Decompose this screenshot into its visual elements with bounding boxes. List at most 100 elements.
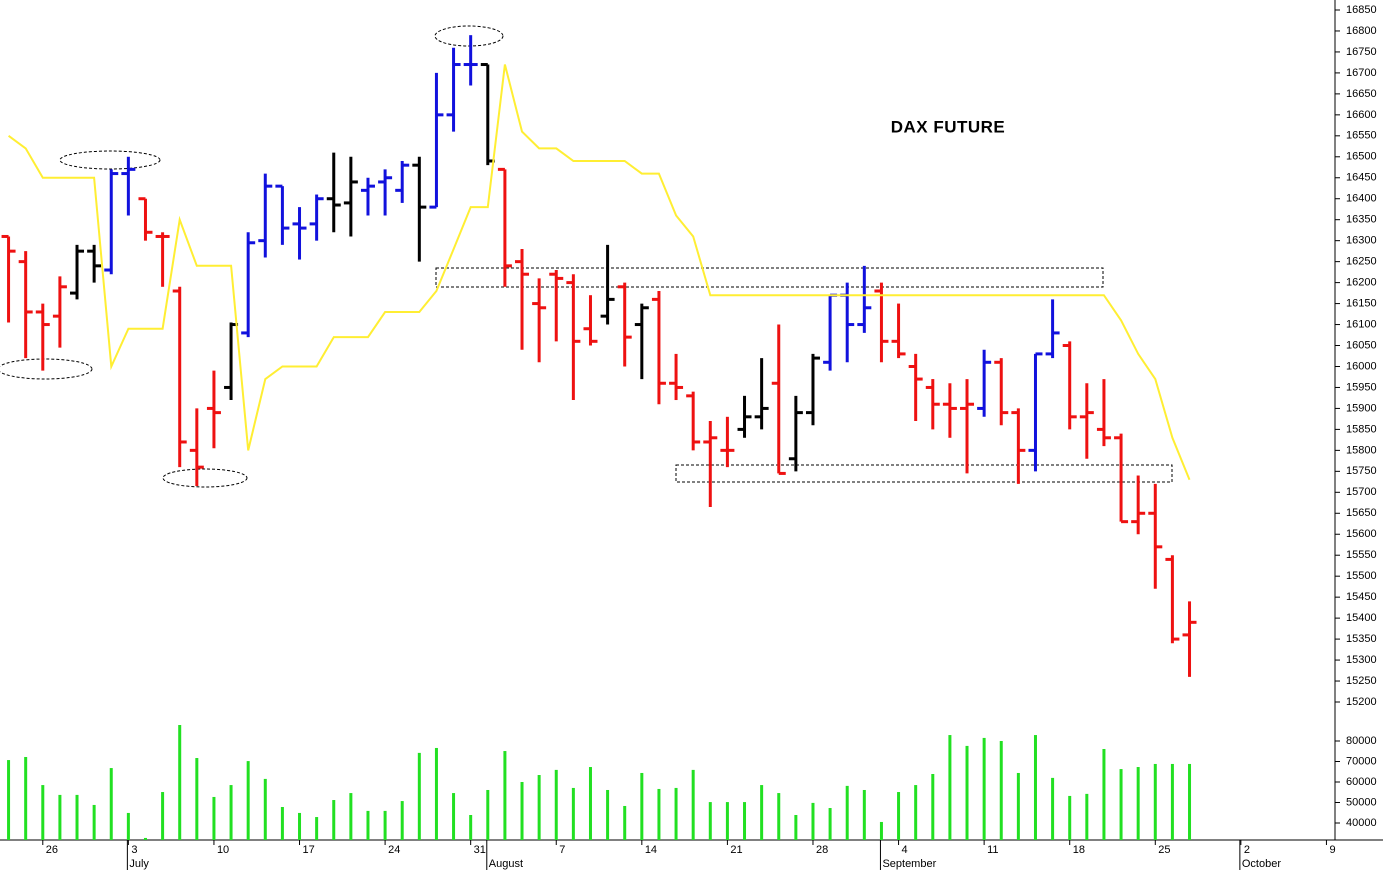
y-tick-label: 15400 xyxy=(1346,612,1377,624)
volume-bar xyxy=(828,808,832,840)
volume-bar xyxy=(263,778,267,840)
volume-bar xyxy=(520,781,524,840)
x-tick-label: 11 xyxy=(987,844,998,856)
y-tick-label: 16450 xyxy=(1346,172,1377,184)
chart-title: DAX FUTURE xyxy=(891,117,1006,136)
volume-bar xyxy=(383,810,387,840)
y-tick-label: 70000 xyxy=(1346,755,1377,767)
y-tick-label: 15850 xyxy=(1346,423,1377,435)
x-tick-label: 2 xyxy=(1244,844,1250,856)
volume-bar xyxy=(41,785,45,840)
volume-bar xyxy=(657,788,661,840)
volume-bar xyxy=(1153,763,1157,840)
y-tick-label: 16250 xyxy=(1346,256,1377,268)
volume-bar xyxy=(897,792,901,840)
y-tick-label: 16850 xyxy=(1346,4,1377,16)
volume-bar xyxy=(982,737,986,840)
volume-bar xyxy=(708,802,712,840)
volume-bar xyxy=(349,793,353,840)
y-tick-label: 15700 xyxy=(1346,486,1377,498)
volume-bar xyxy=(1033,735,1037,840)
volume-bar xyxy=(195,758,199,840)
volume-bar xyxy=(691,769,695,840)
y-tick-label: 15750 xyxy=(1346,465,1377,477)
volume-bar xyxy=(161,792,165,840)
volume-bar xyxy=(1188,763,1192,840)
y-tick-label: 40000 xyxy=(1346,817,1377,829)
volume-bar xyxy=(794,814,798,840)
y-tick-label: 15500 xyxy=(1346,570,1377,582)
volume-bar xyxy=(434,747,438,840)
volume-bar xyxy=(24,756,28,840)
volume-bar xyxy=(1170,763,1174,840)
volume-bar xyxy=(332,800,336,840)
volume-bar xyxy=(588,767,592,840)
volume-bar xyxy=(674,787,678,840)
y-tick-label: 16400 xyxy=(1346,193,1377,205)
y-tick-label: 15800 xyxy=(1346,444,1377,456)
volume-bar xyxy=(811,802,815,840)
x-tick-label: 31 xyxy=(474,844,486,856)
volume-bar xyxy=(537,775,541,840)
swing-low-marker xyxy=(0,358,93,380)
y-tick-label: 16800 xyxy=(1346,25,1377,37)
volume-bar xyxy=(75,794,79,840)
volume-bar xyxy=(298,812,302,840)
x-tick-label: 3 xyxy=(131,844,137,856)
y-tick-label: 16100 xyxy=(1346,318,1377,330)
volume-bar xyxy=(417,752,421,840)
volume-bar xyxy=(914,785,918,840)
volume-bar xyxy=(366,810,370,840)
x-tick-label: 24 xyxy=(388,844,400,856)
y-tick-label: 60000 xyxy=(1346,776,1377,788)
y-tick-label: 16500 xyxy=(1346,151,1377,163)
y-tick-label: 16650 xyxy=(1346,88,1377,100)
y-tick-label: 16200 xyxy=(1346,277,1377,289)
annotations xyxy=(0,25,1173,488)
x-tick-label: 18 xyxy=(1073,844,1085,856)
y-tick-label: 15650 xyxy=(1346,507,1377,519)
y-tick-label: 16150 xyxy=(1346,297,1377,309)
volume-bar xyxy=(931,773,935,840)
y-tick-label: 15600 xyxy=(1346,528,1377,540)
volume-bar xyxy=(999,740,1003,840)
y-tick-label: 16000 xyxy=(1346,360,1377,372)
x-tick-label: 14 xyxy=(645,844,657,856)
resistance-zone xyxy=(435,267,1104,288)
month-label: August xyxy=(489,858,523,870)
volume-bar xyxy=(7,760,11,840)
volume-bar xyxy=(400,801,404,840)
volume-bar xyxy=(469,814,473,840)
volume-bar xyxy=(1085,793,1089,840)
y-tick-label: 15950 xyxy=(1346,381,1377,393)
swing-low-marker xyxy=(162,468,248,488)
volume-bar xyxy=(315,817,319,840)
y-tick-label: 15200 xyxy=(1346,696,1377,708)
volume-bar xyxy=(571,787,575,840)
volume-bar xyxy=(879,821,883,840)
month-label: September xyxy=(882,858,936,870)
y-tick-label: 16600 xyxy=(1346,109,1377,121)
y-tick-label: 16300 xyxy=(1346,235,1377,247)
x-tick-label: 21 xyxy=(730,844,742,856)
y-tick-label: 16750 xyxy=(1346,46,1377,58)
volume-bar xyxy=(92,804,96,840)
y-tick-label: 15550 xyxy=(1346,549,1377,561)
volume-bar xyxy=(229,785,233,840)
swing-high-marker xyxy=(434,25,504,47)
month-label: October xyxy=(1242,858,1281,870)
x-tick-label: 10 xyxy=(217,844,229,856)
volume-bar xyxy=(725,802,729,840)
x-tick-label: 17 xyxy=(303,844,315,856)
y-tick-label: 15300 xyxy=(1346,654,1377,666)
volume-bar xyxy=(212,796,216,840)
volume-bar xyxy=(126,812,130,840)
volume-bar xyxy=(777,793,781,840)
volume-bar xyxy=(965,745,969,840)
volume-bar xyxy=(948,735,952,840)
y-tick-label: 16350 xyxy=(1346,214,1377,226)
volume-bar xyxy=(143,837,147,840)
y-tick-label: 16700 xyxy=(1346,67,1377,79)
